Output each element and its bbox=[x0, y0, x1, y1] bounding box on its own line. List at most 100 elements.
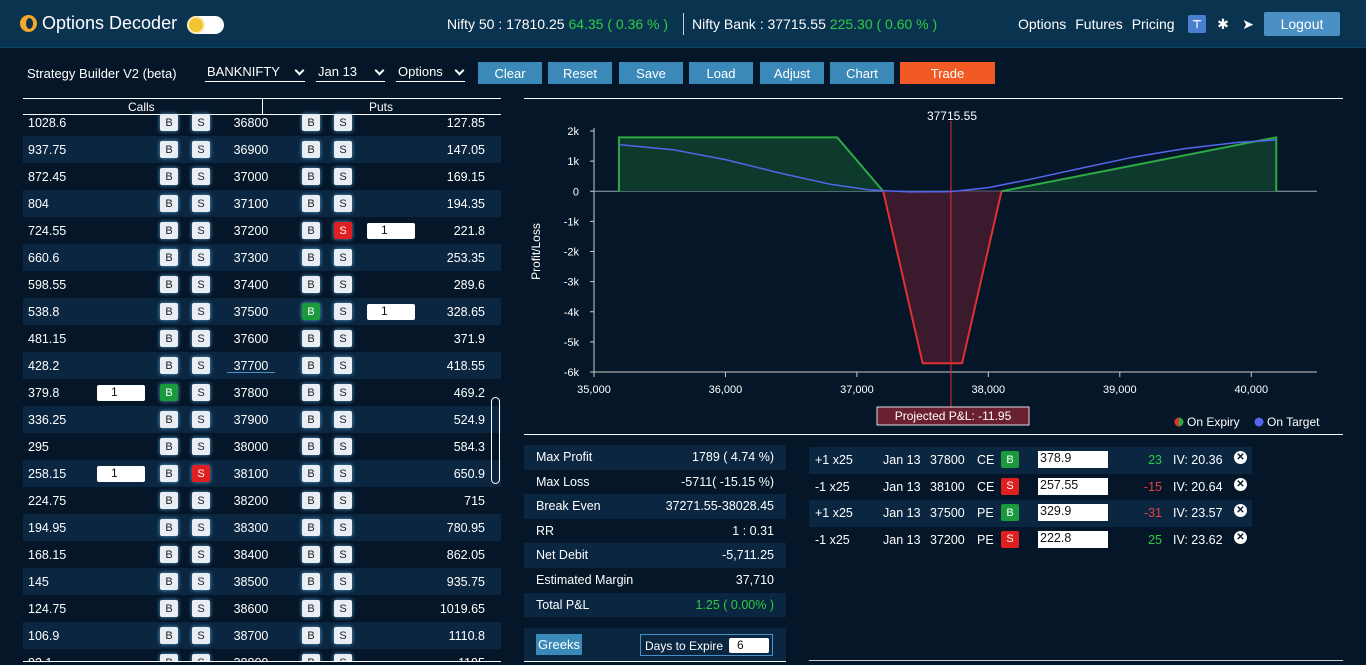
put-buy-button[interactable]: B bbox=[302, 384, 320, 401]
put-buy-button[interactable]: B bbox=[302, 654, 320, 662]
put-buy-button[interactable]: B bbox=[302, 546, 320, 563]
call-sell-button[interactable]: S bbox=[192, 141, 210, 158]
put-sell-button[interactable]: S bbox=[334, 600, 352, 617]
bug-icon[interactable]: ✱ bbox=[1217, 15, 1229, 32]
nav-futures-link[interactable]: Futures bbox=[1075, 16, 1123, 32]
put-sell-button[interactable]: S bbox=[334, 465, 352, 482]
call-buy-button[interactable]: B bbox=[160, 465, 178, 482]
call-sell-button[interactable]: S bbox=[192, 627, 210, 644]
call-sell-button[interactable]: S bbox=[192, 411, 210, 428]
call-buy-button[interactable]: B bbox=[160, 276, 178, 293]
call-buy-button[interactable]: B bbox=[160, 546, 178, 563]
clear-button[interactable]: Clear bbox=[478, 62, 542, 84]
call-sell-button[interactable]: S bbox=[192, 114, 210, 131]
payoff-chart-svg[interactable]: 2k 1k 0 -1k -2k -3k -4k -5k -6k 35,000 36,000 37,00… bbox=[524, 99, 1343, 436]
position-price-input[interactable]: 378.9 bbox=[1038, 451, 1108, 468]
put-buy-button[interactable]: B bbox=[302, 195, 320, 212]
put-buy-button[interactable]: B bbox=[302, 627, 320, 644]
remove-position-icon[interactable]: ✕ bbox=[1234, 477, 1247, 491]
theme-toggle[interactable] bbox=[187, 16, 224, 34]
put-buy-button[interactable]: B bbox=[302, 168, 320, 185]
remove-position-icon[interactable]: ✕ bbox=[1234, 504, 1247, 518]
legend-target-marker[interactable] bbox=[1254, 417, 1264, 427]
position-price-input[interactable]: 257.55 bbox=[1038, 477, 1108, 495]
call-sell-button[interactable]: S bbox=[192, 249, 210, 266]
call-sell-button[interactable]: S bbox=[192, 654, 210, 662]
call-buy-button[interactable]: B bbox=[160, 330, 178, 347]
reset-button[interactable]: Reset bbox=[548, 62, 612, 84]
position-side-toggle[interactable]: B bbox=[1001, 451, 1019, 468]
nav-pricing-link[interactable]: Pricing bbox=[1131, 16, 1175, 32]
call-sell-button[interactable]: S bbox=[192, 384, 210, 401]
put-sell-button[interactable]: S bbox=[334, 222, 352, 239]
put-sell-button[interactable]: S bbox=[334, 384, 352, 401]
remove-position-icon[interactable]: ✕ bbox=[1234, 451, 1247, 464]
call-buy-button[interactable]: B bbox=[160, 222, 178, 239]
position-side-toggle[interactable]: B bbox=[1001, 504, 1019, 522]
put-sell-button[interactable]: S bbox=[334, 114, 352, 131]
put-buy-button[interactable]: B bbox=[302, 411, 320, 428]
call-buy-button[interactable]: B bbox=[160, 357, 178, 374]
call-buy-button[interactable]: B bbox=[160, 600, 178, 617]
call-buy-button[interactable]: B bbox=[160, 384, 178, 401]
put-buy-button[interactable]: B bbox=[302, 276, 320, 293]
load-button[interactable]: Load bbox=[689, 62, 753, 84]
logout-button[interactable]: Logout bbox=[1264, 12, 1340, 36]
put-qty-input[interactable]: 1 bbox=[367, 223, 415, 239]
put-sell-button[interactable]: S bbox=[334, 654, 352, 662]
put-sell-button[interactable]: S bbox=[334, 519, 352, 536]
call-buy-button[interactable]: B bbox=[160, 438, 178, 455]
call-buy-button[interactable]: B bbox=[160, 141, 178, 158]
save-button[interactable]: Save bbox=[619, 62, 683, 84]
put-sell-button[interactable]: S bbox=[334, 546, 352, 563]
call-buy-button[interactable]: B bbox=[160, 492, 178, 509]
call-sell-button[interactable]: S bbox=[192, 195, 210, 212]
call-buy-button[interactable]: B bbox=[160, 168, 178, 185]
put-buy-button[interactable]: B bbox=[302, 519, 320, 536]
put-buy-button[interactable]: B bbox=[302, 222, 320, 239]
put-buy-button[interactable]: B bbox=[302, 330, 320, 347]
trade-button[interactable]: Trade bbox=[900, 62, 995, 84]
brand[interactable]: Options Decoder bbox=[20, 13, 177, 34]
put-sell-button[interactable]: S bbox=[334, 330, 352, 347]
instrument-select[interactable]: Options bbox=[396, 64, 465, 82]
call-sell-button[interactable]: S bbox=[192, 276, 210, 293]
position-side-toggle[interactable]: S bbox=[1001, 530, 1019, 548]
call-sell-button[interactable]: S bbox=[192, 519, 210, 536]
greeks-button[interactable]: Greeks bbox=[536, 634, 582, 655]
call-sell-button[interactable]: S bbox=[192, 465, 210, 482]
call-sell-button[interactable]: S bbox=[192, 168, 210, 185]
call-sell-button[interactable]: S bbox=[192, 492, 210, 509]
put-sell-button[interactable]: S bbox=[334, 141, 352, 158]
put-sell-button[interactable]: S bbox=[334, 168, 352, 185]
legend-expiry-label[interactable]: On Expiry bbox=[1187, 415, 1240, 429]
call-qty-input[interactable]: 1 bbox=[97, 385, 145, 401]
put-sell-button[interactable]: S bbox=[334, 249, 352, 266]
put-buy-button[interactable]: B bbox=[302, 465, 320, 482]
put-buy-button[interactable]: B bbox=[302, 249, 320, 266]
call-buy-button[interactable]: B bbox=[160, 519, 178, 536]
position-price-input[interactable]: 222.8 bbox=[1038, 530, 1108, 548]
put-sell-button[interactable]: S bbox=[334, 276, 352, 293]
put-buy-button[interactable]: B bbox=[302, 141, 320, 158]
call-buy-button[interactable]: B bbox=[160, 303, 178, 320]
call-sell-button[interactable]: S bbox=[192, 438, 210, 455]
chain-scrollbar[interactable] bbox=[491, 397, 500, 484]
call-qty-input[interactable]: 1 bbox=[97, 466, 145, 482]
put-qty-input[interactable]: 1 bbox=[367, 304, 415, 320]
nav-options-link[interactable]: Options bbox=[1018, 16, 1067, 32]
put-sell-button[interactable]: S bbox=[334, 492, 352, 509]
call-buy-button[interactable]: B bbox=[160, 249, 178, 266]
put-buy-button[interactable]: B bbox=[302, 114, 320, 131]
tradingview-icon[interactable]: ⊤ bbox=[1188, 15, 1206, 33]
remove-position-icon[interactable]: ✕ bbox=[1234, 530, 1247, 544]
put-buy-button[interactable]: B bbox=[302, 573, 320, 590]
legend-target-label[interactable]: On Target bbox=[1267, 415, 1320, 429]
adjust-button[interactable]: Adjust bbox=[760, 62, 824, 84]
put-sell-button[interactable]: S bbox=[334, 438, 352, 455]
call-sell-button[interactable]: S bbox=[192, 330, 210, 347]
put-sell-button[interactable]: S bbox=[334, 627, 352, 644]
call-buy-button[interactable]: B bbox=[160, 654, 178, 662]
put-sell-button[interactable]: S bbox=[334, 357, 352, 374]
chart-button[interactable]: Chart bbox=[830, 62, 894, 84]
